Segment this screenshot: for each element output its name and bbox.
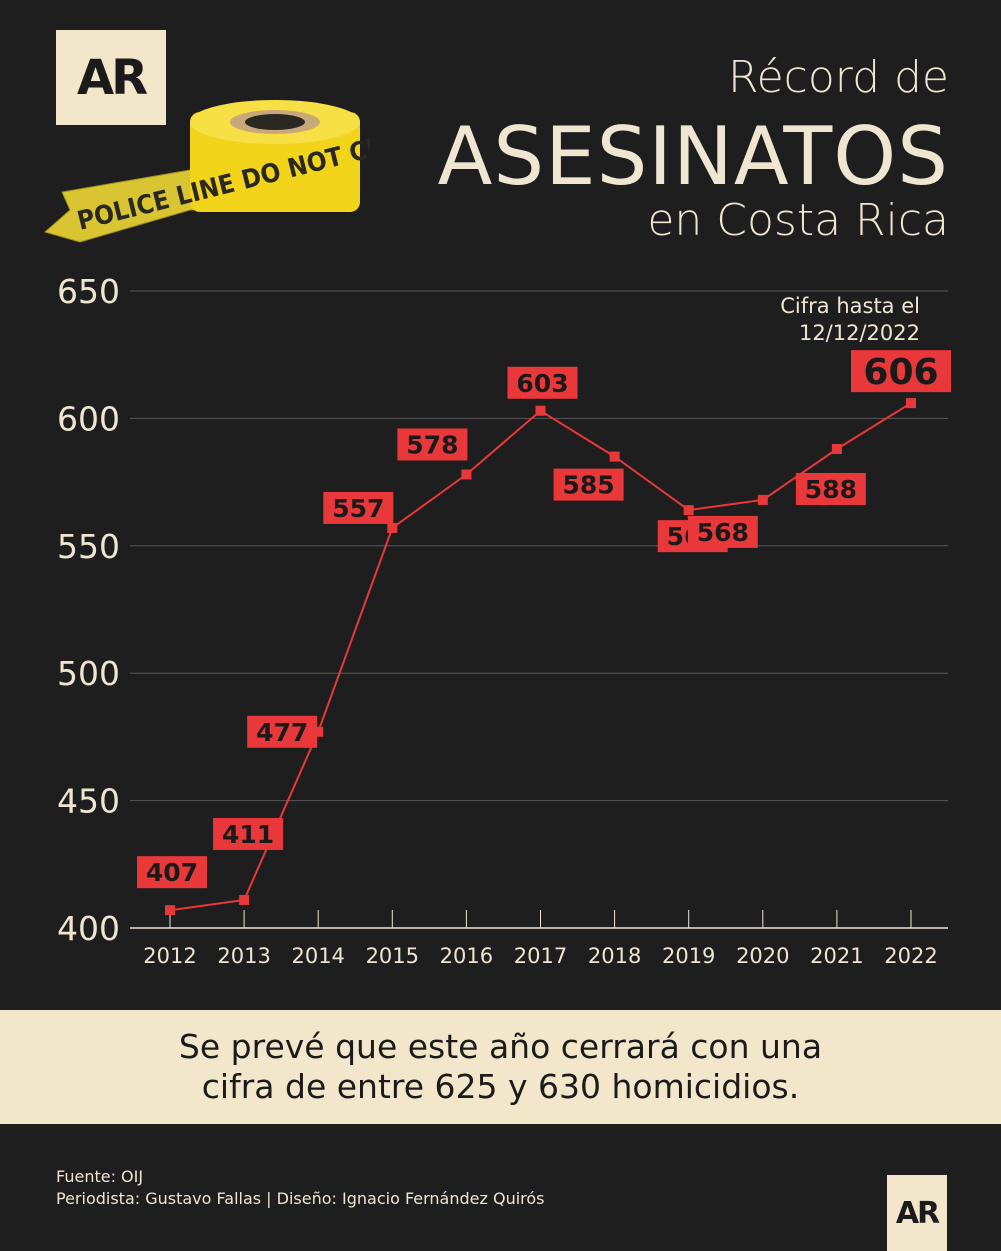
data-label: 411 [222,820,274,849]
data-label: 407 [146,858,198,887]
data-label: 606 [863,352,938,393]
source-text: Fuente: OIJ [56,1167,144,1186]
y-tick-label: 450 [57,782,120,821]
y-tick-label: 650 [57,272,120,311]
credits: Fuente: OIJ Periodista: Gustavo Fallas |… [56,1166,545,1210]
banner-line-1: Se prevé que este año cerrará con una [178,1027,823,1066]
data-label: 477 [256,718,308,747]
police-tape-illustration: POLICE LINE DO NOT CROSS [43,100,370,243]
x-tick-label: 2018 [588,944,641,968]
y-tick-label: 600 [57,399,120,438]
data-point [239,894,250,905]
title-line-3: en Costa Rica [647,195,949,246]
data-point [461,469,472,480]
data-label-box [553,468,624,501]
annotation-line-1: Cifra hasta el [780,294,920,318]
data-label: 588 [805,475,857,504]
x-tick-label: 2020 [736,944,789,968]
data-point [387,522,398,533]
x-tick-label: 2016 [440,944,493,968]
data-label-box [851,350,951,393]
x-tick-label: 2012 [143,944,196,968]
x-tick-label: 2013 [217,944,270,968]
data-point [757,494,768,505]
data-label-box [247,715,318,748]
data-label-box [687,515,758,548]
y-tick-label: 550 [57,527,120,566]
data-point [313,726,324,737]
data-point [535,405,546,416]
x-axis-ticks: 2012 2013 2014 2015 2016 2017 2018 2019 2020 2021… [143,910,938,968]
x-tick-label: 2017 [514,944,567,968]
data-labels: 407411477557578603585564568588606 [137,350,951,889]
data-point [609,451,620,462]
brand-logo-footer: AR [887,1175,947,1251]
title-line-1: Récord de [727,52,949,103]
brand-logo: AR [56,30,166,125]
x-tick-label: 2021 [810,944,863,968]
data-point [906,398,916,409]
data-points [165,398,916,916]
data-label: 568 [697,518,749,547]
data-label: 557 [332,494,384,523]
data-point [831,443,842,454]
x-tick-label: 2015 [366,944,419,968]
data-label: 603 [516,369,568,398]
data-label-box [795,472,866,505]
forecast-banner: Se prevé que este año cerrará con una ci… [0,1010,1001,1124]
x-tick-label: 2019 [662,944,715,968]
data-point [683,505,694,516]
grid-lines [130,290,948,929]
y-tick-label: 400 [57,909,120,948]
y-axis-ticks: 400 450 500 550 600 650 [57,272,120,948]
data-label-box [137,856,207,889]
data-label: 578 [406,430,458,459]
x-tick-label: 2014 [291,944,344,968]
data-point [165,905,175,916]
data-label-box [397,428,468,461]
y-tick-label: 500 [57,654,120,693]
banner-line-2: cifra de entre 625 y 630 homicidios. [201,1067,800,1106]
data-label: 585 [563,471,615,500]
data-label-box [323,491,394,524]
data-label-box [507,366,578,399]
annotation-line-2: 12/12/2022 [799,321,920,345]
x-tick-label: 2022 [884,944,937,968]
title-main: ASESINATOS [437,110,949,203]
authors-text: Periodista: Gustavo Fallas | Diseño: Ign… [56,1189,545,1208]
data-label-box [213,817,284,850]
